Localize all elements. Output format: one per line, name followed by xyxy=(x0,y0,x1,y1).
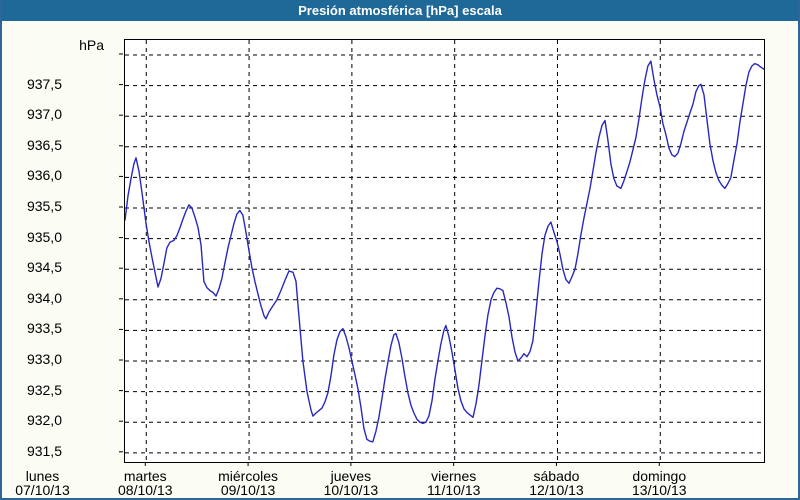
day-name: domingo xyxy=(632,468,687,484)
plot-area xyxy=(124,39,765,463)
y-axis-tick-label: 934,0 xyxy=(26,289,62,306)
y-axis-tick-label: 932,0 xyxy=(26,412,62,429)
y-axis-tick-label: 935,0 xyxy=(26,228,62,245)
day-date: 12/10/13 xyxy=(529,482,584,498)
day-name: jueves xyxy=(330,468,372,484)
title-bar: Presión atmosférica [hPa] escala xyxy=(2,0,798,21)
day-name: viernes xyxy=(431,468,477,484)
x-axis-day-label: sábado 12/10/13 xyxy=(504,469,608,497)
pressure-curve xyxy=(125,60,764,443)
day-date: 07/10/13 xyxy=(15,482,70,498)
y-axis-tick-label: 933,5 xyxy=(26,320,62,337)
day-name: sábado xyxy=(533,468,580,484)
x-axis-day-label: jueves 10/10/13 xyxy=(299,469,403,497)
y-axis-tick-label: 937,0 xyxy=(26,106,62,123)
y-axis-unit-label: hPa xyxy=(79,37,104,53)
x-axis-day-label: martes 08/10/13 xyxy=(93,469,197,497)
pressure-line-chart xyxy=(125,40,764,462)
day-date: 08/10/13 xyxy=(118,482,173,498)
y-axis-tick-label: 931,5 xyxy=(26,442,62,459)
chart-title: Presión atmosférica [hPa] escala xyxy=(298,3,502,18)
y-axis-tick-label: 934,5 xyxy=(26,259,62,276)
y-axis-tick-label: 936,0 xyxy=(26,167,62,184)
y-axis-tick-label: 935,5 xyxy=(26,198,62,214)
day-date: 13/10/13 xyxy=(632,482,687,498)
day-date: 10/10/13 xyxy=(323,482,379,498)
day-date: 09/10/13 xyxy=(220,482,276,498)
y-axis-tick-label: 937,5 xyxy=(26,75,62,92)
day-name: miércoles xyxy=(218,468,279,484)
x-axis-day-label: viernes 11/10/13 xyxy=(402,469,506,497)
x-axis-day-label: miércoles 09/10/13 xyxy=(196,469,300,497)
x-axis-day-label: domingo 13/10/13 xyxy=(607,469,711,497)
x-axis-day-label: lunes 07/10/13 xyxy=(2,468,94,498)
y-axis-tick-label: 936,5 xyxy=(26,136,62,153)
y-axis-tick-label: 933,0 xyxy=(26,351,62,367)
day-date: 11/10/13 xyxy=(426,482,481,498)
day-name: martes xyxy=(123,468,167,484)
y-axis-tick-label: 932,5 xyxy=(26,381,62,398)
day-name: lunes xyxy=(25,468,60,484)
